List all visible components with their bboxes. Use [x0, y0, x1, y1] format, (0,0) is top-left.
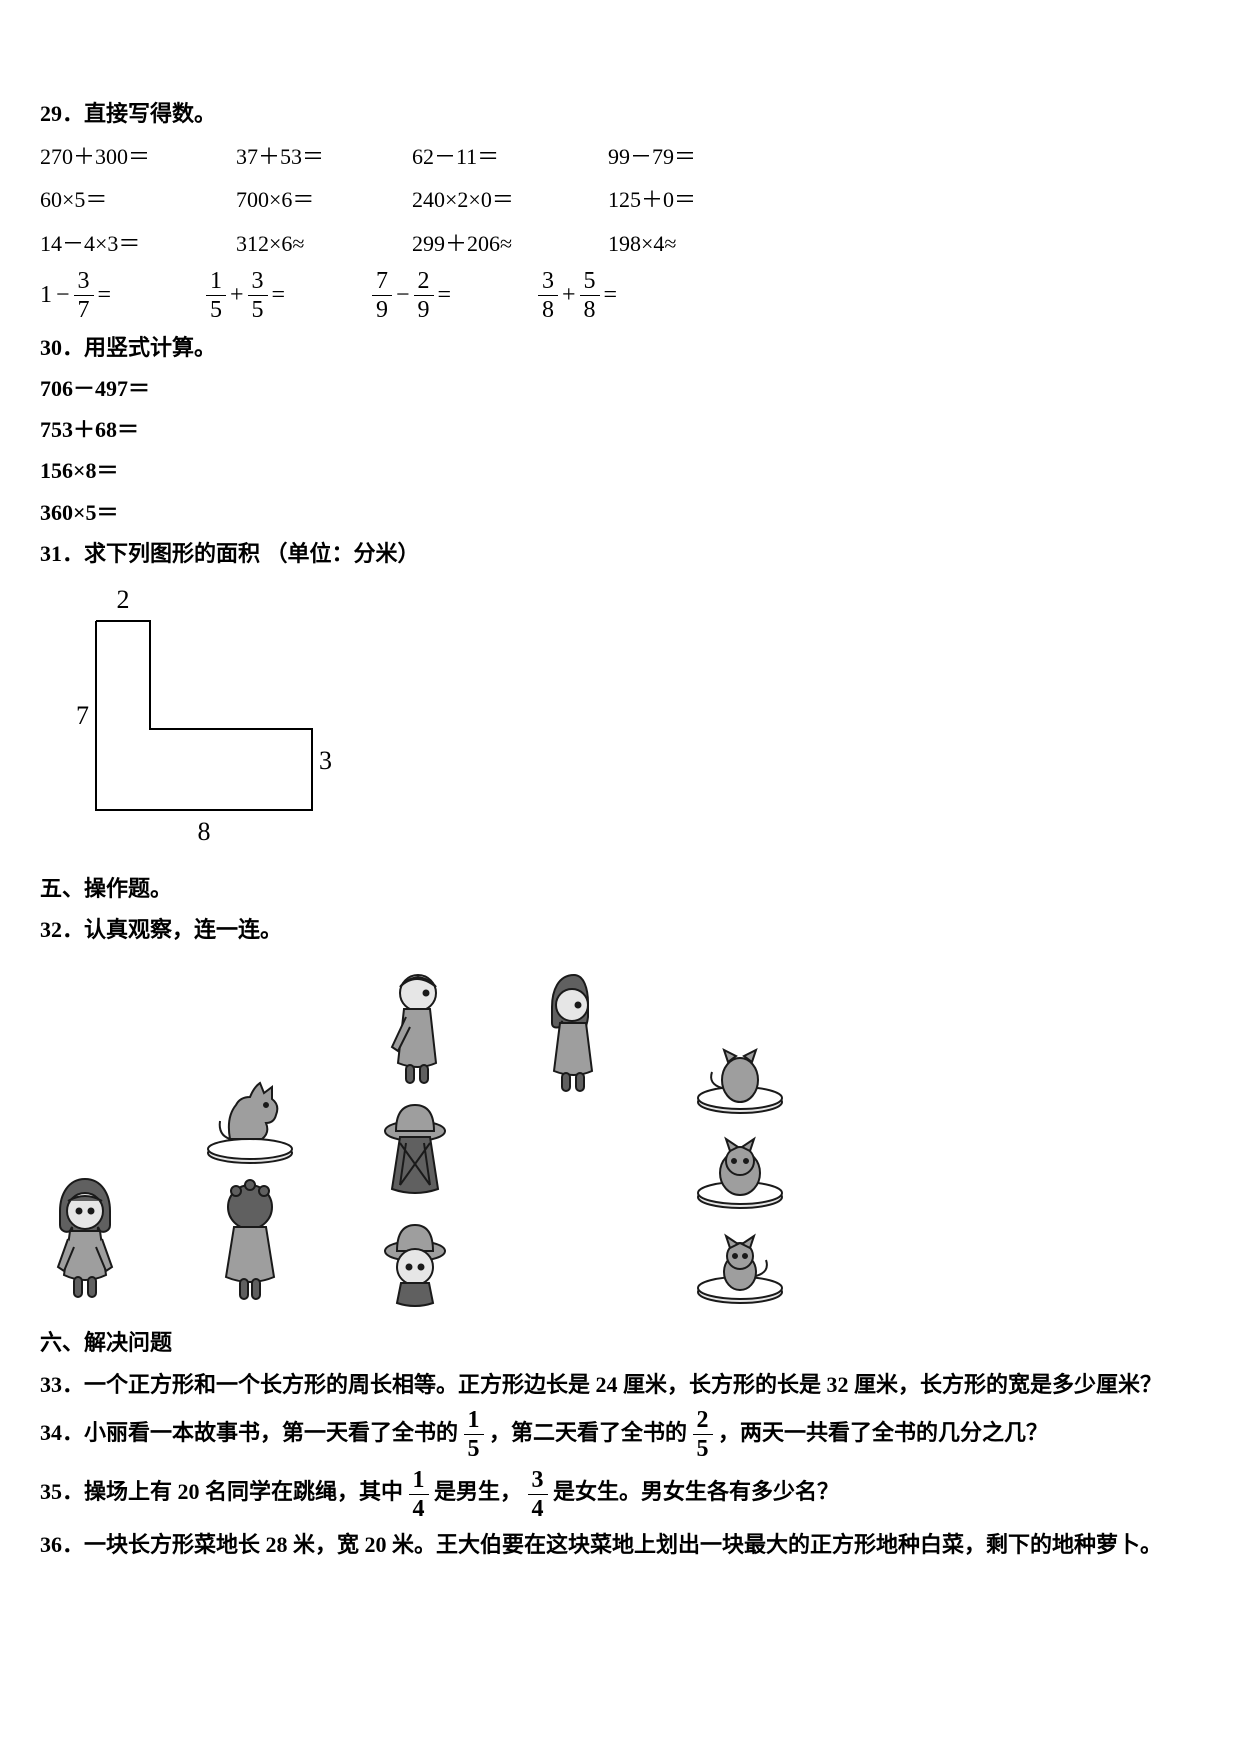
eq-tail: = — [272, 276, 286, 314]
fraction: 3 8 — [538, 269, 558, 322]
frac-expr: 7 9 − 2 9 = — [372, 269, 512, 322]
eq: 125＋0＝ — [608, 182, 696, 217]
q35-post: 是女生。男女生各有多少名？ — [553, 1479, 839, 1504]
q30-item: 360×5＝ — [40, 495, 1200, 530]
boy-side-icon — [370, 967, 460, 1087]
section6-title: 六、解决问题 — [40, 1325, 1200, 1360]
fraction: 2 5 — [693, 1408, 713, 1461]
op: − — [56, 276, 70, 314]
q32-boys-column — [370, 967, 460, 1307]
q31-label-left: 7 — [76, 695, 89, 737]
q30-item: 706－497＝ — [40, 371, 1200, 406]
lead: 1 — [40, 276, 52, 314]
q35-mid: 是男生， — [434, 1479, 522, 1504]
eq: 700×6＝ — [236, 182, 386, 217]
q30-item: 156×8＝ — [40, 453, 1200, 488]
cat-top-2-icon — [690, 1127, 790, 1212]
eq: 62－11＝ — [412, 139, 582, 174]
q34-pre: 34．小丽看一本故事书，第一天看了全书的 — [40, 1420, 458, 1445]
q29-row2: 60×5＝ 700×6＝ 240×2×0＝ 125＋0＝ — [40, 182, 1200, 217]
eq: 270＋300＝ — [40, 139, 210, 174]
hat-kid-back-icon — [370, 1097, 460, 1207]
frac-expr: 1 − 3 7 = — [40, 269, 180, 322]
worksheet-page: 29．直接写得数。 270＋300＝ 37＋53＝ 62－11＝ 99－79＝ … — [0, 0, 1240, 1754]
q29-row1: 270＋300＝ 37＋53＝ 62－11＝ 99－79＝ — [40, 139, 1200, 174]
fraction: 1 5 — [464, 1408, 484, 1461]
hat-kid-front-icon — [375, 1217, 455, 1307]
girl-front-icon — [40, 1167, 130, 1307]
q35: 35．操场上有 20 名同学在跳绳，其中 1 4 是男生， 3 4 是女生。男女… — [40, 1467, 1200, 1520]
cat-side-icon — [200, 1057, 300, 1167]
q31-title: 31．求下列图形的面积 （单位：分米） — [40, 536, 1200, 571]
op: − — [396, 276, 410, 314]
eq: 240×2×0＝ — [412, 182, 582, 217]
eq-tail: = — [438, 276, 452, 314]
eq: 37＋53＝ — [236, 139, 386, 174]
q31-figure: 2 7 3 8 — [70, 579, 1200, 853]
q29-frac-row: 1 − 3 7 = 1 5 + 3 5 = 7 9 − — [40, 269, 1200, 322]
fraction: 5 8 — [580, 269, 600, 322]
eq: 312×6≈ — [236, 226, 386, 261]
fraction: 3 4 — [528, 1468, 548, 1521]
op: + — [230, 276, 244, 314]
cat-top-3-icon — [690, 1222, 790, 1307]
q32-figure — [40, 967, 1200, 1307]
q32-topviews — [690, 1032, 790, 1307]
fraction: 2 9 — [414, 269, 434, 322]
section5-title: 五、操作题。 — [40, 871, 1200, 906]
cat-top-1-icon — [690, 1032, 790, 1117]
q32-girl-side — [530, 967, 620, 1097]
eq: 14－4×3＝ — [40, 226, 210, 261]
q34-mid: ，第二天看了全书的 — [489, 1420, 687, 1445]
q34-post: ，两天一共看了全书的几分之几？ — [718, 1420, 1048, 1445]
q34: 34．小丽看一本故事书，第一天看了全书的 1 5 ，第二天看了全书的 2 5 ，… — [40, 1408, 1200, 1461]
q29-title: 29．直接写得数。 — [40, 96, 1200, 131]
q31-label-bottom: 8 — [96, 811, 312, 853]
fraction: 3 5 — [248, 269, 268, 322]
q35-pre: 35．操场上有 20 名同学在跳绳，其中 — [40, 1479, 403, 1504]
eq: 198×4≈ — [608, 226, 676, 261]
q36: 36．一块长方形菜地长 28 米，宽 20 米。王大伯要在这块菜地上划出一块最大… — [40, 1527, 1200, 1562]
q30-title: 30．用竖式计算。 — [40, 330, 1200, 365]
q33: 33．一个正方形和一个长方形的周长相等。正方形边长是 24 厘米，长方形的长是 … — [40, 1367, 1200, 1402]
q32-girl-front — [40, 1167, 130, 1307]
q31-label-top: 2 — [96, 579, 150, 621]
fraction: 3 7 — [74, 269, 94, 322]
fraction: 1 4 — [409, 1468, 429, 1521]
eq-tail: = — [98, 276, 112, 314]
girl-side-icon — [530, 967, 620, 1097]
fraction: 7 9 — [372, 269, 392, 322]
op: + — [562, 276, 576, 314]
q30-item: 753＋68＝ — [40, 412, 1200, 447]
q32-title: 32．认真观察，连一连。 — [40, 912, 1200, 947]
fraction: 1 5 — [206, 269, 226, 322]
eq: 99－79＝ — [608, 139, 696, 174]
child-back-icon — [210, 1177, 290, 1307]
frac-expr: 1 5 + 3 5 = — [206, 269, 346, 322]
eq: 60×5＝ — [40, 182, 210, 217]
l-shape-icon — [95, 620, 313, 811]
q29-row3: 14－4×3＝ 312×6≈ 299＋206≈ 198×4≈ — [40, 226, 1200, 261]
frac-expr: 3 8 + 5 8 = — [538, 269, 678, 322]
q31-label-right: 3 — [319, 740, 332, 782]
eq-tail: = — [604, 276, 618, 314]
q32-cat-and-child — [200, 1057, 300, 1307]
eq: 299＋206≈ — [412, 226, 582, 261]
